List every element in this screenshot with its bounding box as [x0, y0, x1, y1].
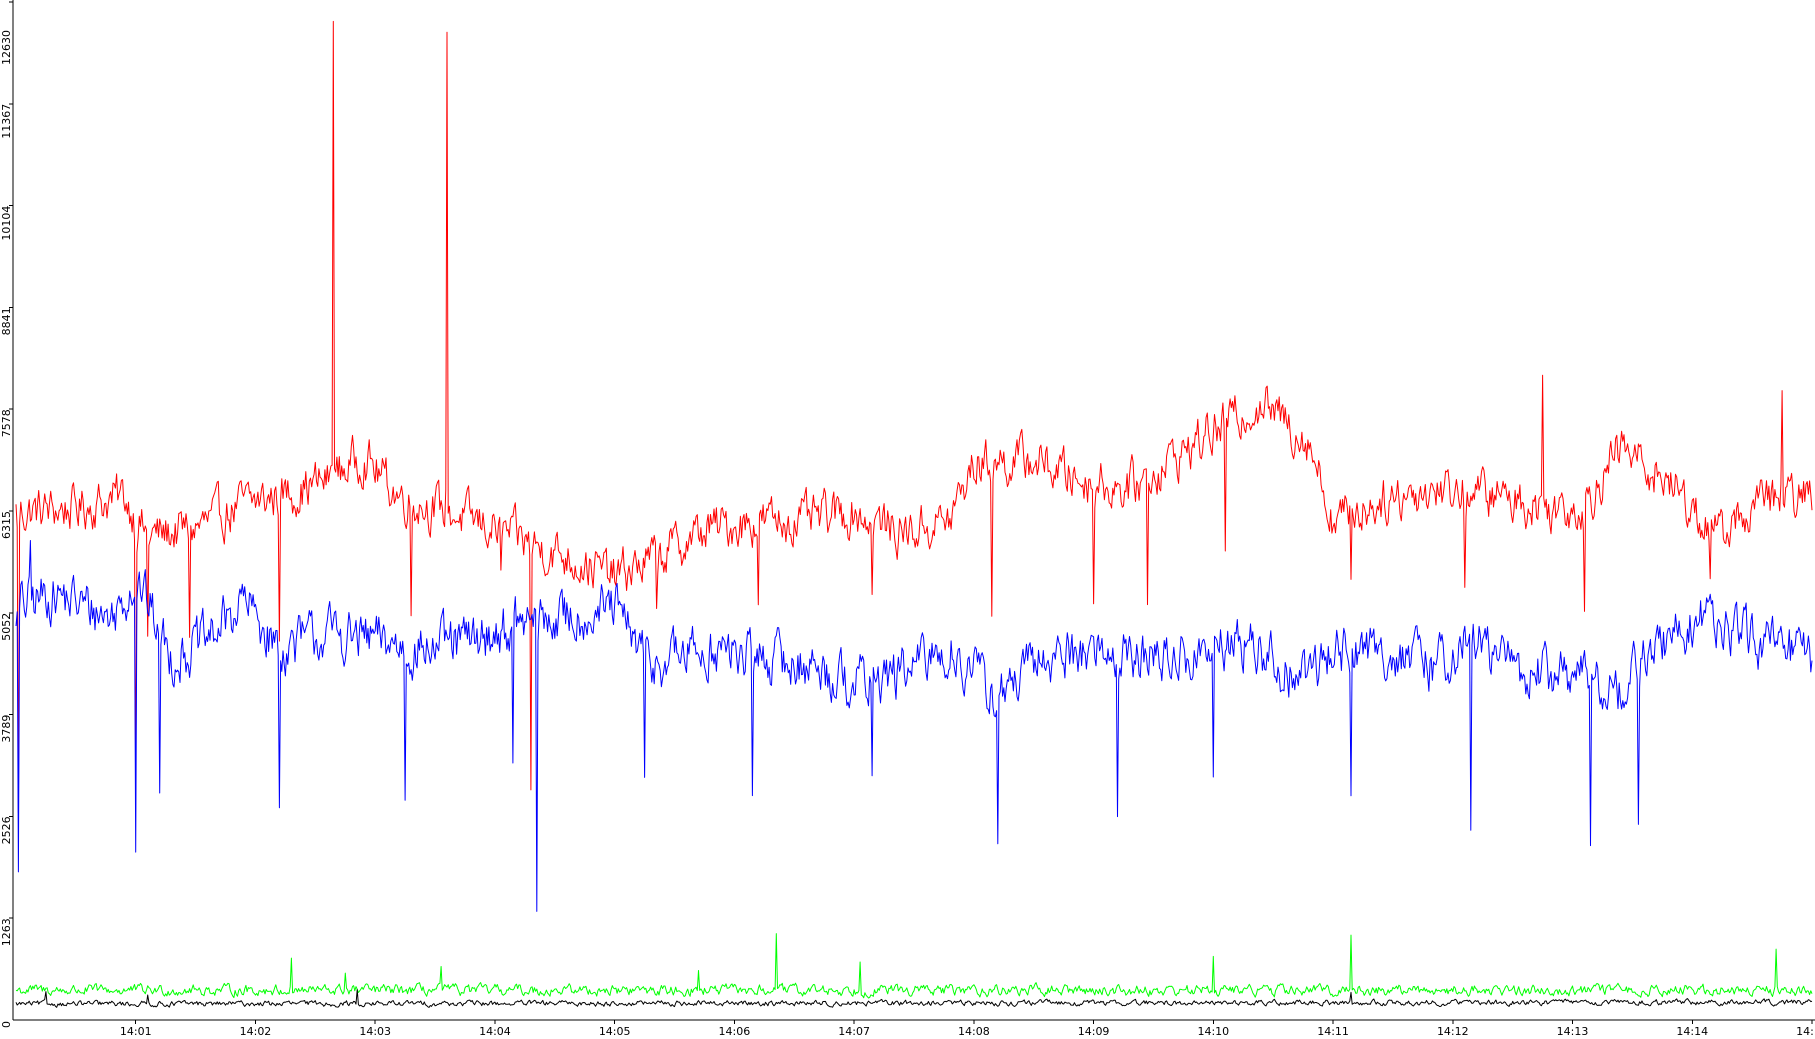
x-tick-label: 14:02: [240, 1025, 272, 1038]
x-tick-label: 14:03: [359, 1025, 391, 1038]
series-line-3: [15, 933, 1813, 999]
series-line-2: [15, 540, 1813, 912]
y-tick-label: 1263: [0, 918, 13, 946]
y-tick-label: 2526: [0, 816, 13, 844]
x-tick-label: 14:08: [958, 1025, 990, 1038]
x-tick-label: 14:07: [838, 1025, 870, 1038]
y-tick-label: 10104: [0, 206, 13, 241]
x-tick-label: 14:14: [1676, 1025, 1708, 1038]
y-tick-label: 7578: [0, 409, 13, 437]
y-tick-label: 3789: [0, 715, 13, 743]
x-tick-label: 14:13: [1557, 1025, 1589, 1038]
x-tick-label: 14:05: [599, 1025, 631, 1038]
y-tick-label: 12630: [0, 30, 13, 65]
x-tick-label: 14:01: [120, 1025, 152, 1038]
y-tick-label: 5052: [0, 613, 13, 641]
x-tick-label: 14:04: [479, 1025, 511, 1038]
series-layer: [15, 20, 1813, 1008]
series-line-1: [15, 20, 1813, 814]
series-line-4: [15, 989, 1813, 1008]
y-tick-label: 8841: [0, 307, 13, 335]
x-tick-label: 14:12: [1437, 1025, 1469, 1038]
x-tick-label: 14:10: [1197, 1025, 1229, 1038]
x-tick-label: 14:09: [1078, 1025, 1110, 1038]
y-zero-label: 0: [0, 1021, 13, 1028]
x-tick-label: 14:06: [719, 1025, 751, 1038]
y-tick-label: 6315: [0, 511, 13, 539]
x-tick-label: 14:11: [1317, 1025, 1349, 1038]
y-tick-label: 11367: [0, 104, 13, 139]
x-tick-label: 14:15: [1796, 1025, 1815, 1038]
